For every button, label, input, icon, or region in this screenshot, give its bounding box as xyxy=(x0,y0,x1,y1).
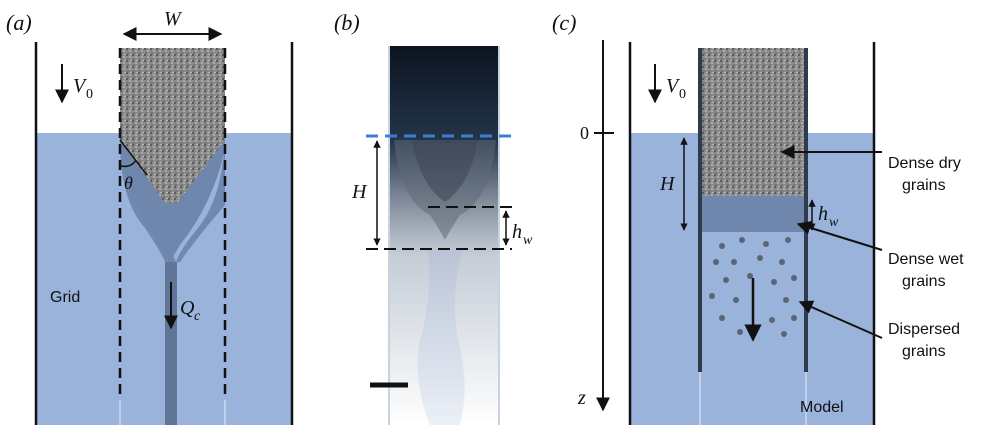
panel-a-tag: (a) xyxy=(6,10,32,35)
leader-dispersed xyxy=(798,300,883,339)
panel-c: (c) 0 z V 0 xyxy=(552,10,964,425)
velocity-label-c: V xyxy=(666,75,681,97)
panel-b-tag: (b) xyxy=(334,10,360,35)
wet-height-label-c: h xyxy=(818,203,828,225)
angle-arc xyxy=(120,159,137,168)
dry-label-line2: grains xyxy=(902,177,946,194)
wet-grains-label-line2: grains xyxy=(902,273,946,290)
leader-wet xyxy=(796,221,883,251)
flux-label: Q xyxy=(180,297,195,319)
wet-height-subscript: w xyxy=(523,233,533,248)
flux-subscript: c xyxy=(194,309,201,324)
dispersed-label-line1: Dispersed xyxy=(888,321,960,338)
velocity-label: V xyxy=(73,75,88,97)
model-label: Model xyxy=(800,399,844,416)
panel-c-tag: (c) xyxy=(552,10,576,35)
zero-label: 0 xyxy=(580,123,589,143)
height-label-c: H xyxy=(659,173,676,195)
wet-height-subscript-c: w xyxy=(829,215,839,230)
wet-grain-funnel xyxy=(120,140,225,262)
dispersed-plume xyxy=(417,250,465,425)
dense-dry-grains xyxy=(700,48,806,196)
angle-label: θ xyxy=(124,173,133,193)
dense-wet-grains xyxy=(700,196,806,232)
panel-b: (b) H h w xyxy=(334,10,533,425)
wet-grains-label-line1: Dense wet xyxy=(888,251,964,268)
dispersed-label-line2: grains xyxy=(902,343,946,360)
velocity-subscript-c: 0 xyxy=(679,87,686,102)
width-label: W xyxy=(164,8,183,30)
dispersed-grains xyxy=(709,237,797,337)
wet-height-label: h xyxy=(512,221,522,243)
depth-axis-label: z xyxy=(577,387,586,409)
dry-label-line1: Dense dry xyxy=(888,155,961,172)
grid-label: Grid xyxy=(50,289,80,306)
grain-jet xyxy=(165,262,177,425)
panel-a: (a) W V 0 θ Grid Q c xyxy=(6,8,294,425)
height-label: H xyxy=(351,181,368,203)
velocity-subscript: 0 xyxy=(86,87,93,102)
dry-grain-column xyxy=(120,48,225,204)
